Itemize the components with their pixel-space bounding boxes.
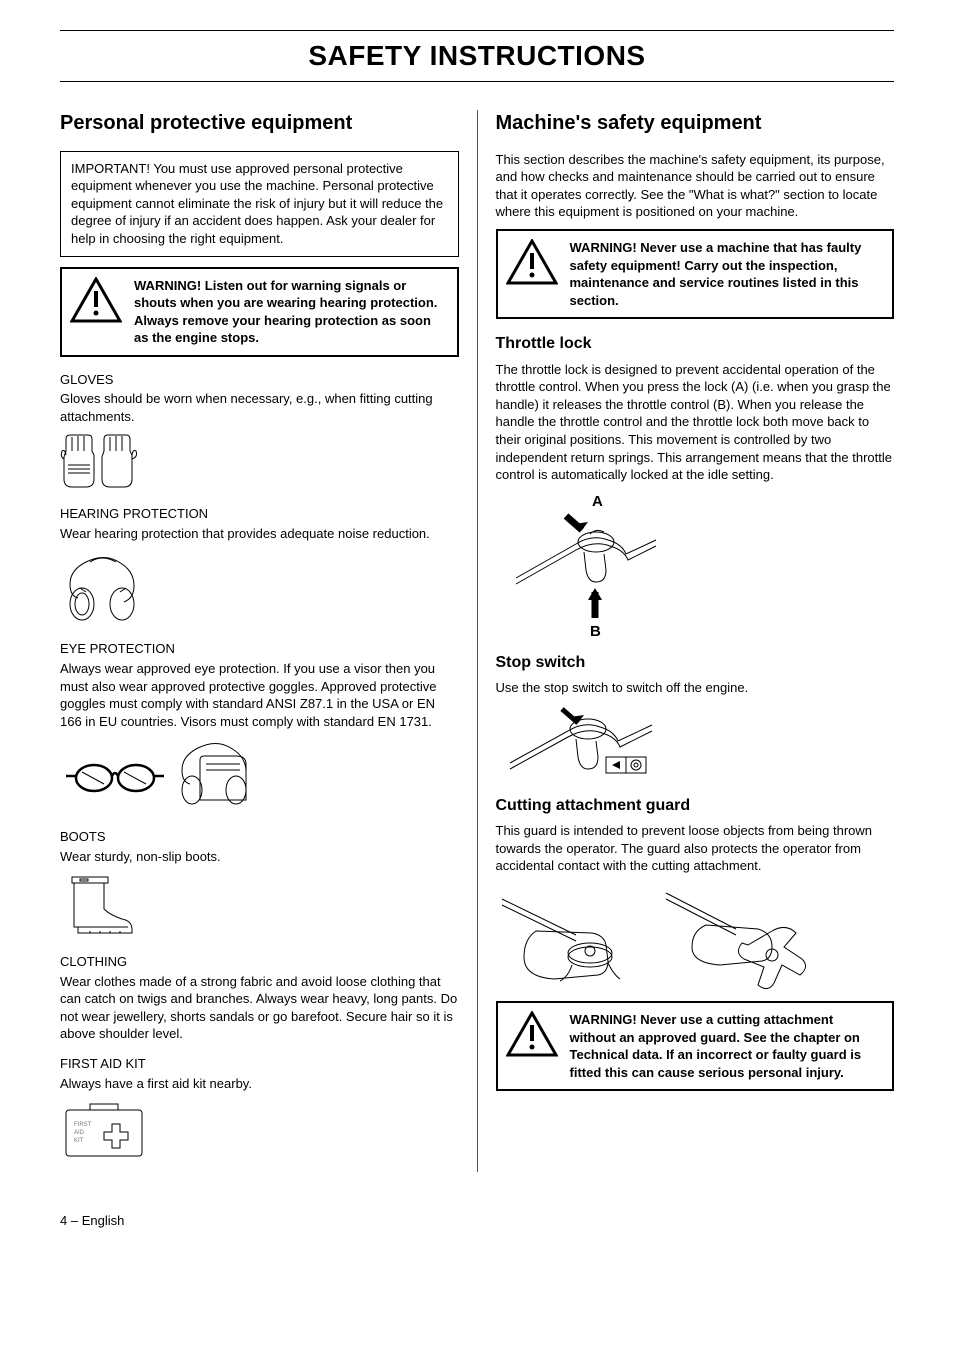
warning-text: WARNING! Never use a machine that has fa… [570,239,883,309]
warning-box-hearing: WARNING! Listen out for warning signals … [60,267,459,357]
svg-text:KIT: KIT [74,1138,84,1144]
footer-language: English [82,1213,125,1228]
eye-body: Always wear approved eye protection. If … [60,660,459,730]
page-title: SAFETY INSTRUCTIONS [60,30,894,82]
boots-illustration [60,871,459,941]
clothing-head: CLOTHING [60,953,459,971]
warning-triangle-icon [70,277,122,323]
hearing-illustration [60,548,459,628]
firstaid-illustration: FIRST AID KIT [60,1098,459,1162]
throttle-label-a: A [592,493,603,510]
footer-sep: – [67,1213,81,1228]
ppe-heading: Personal protective equipment [60,110,459,137]
gloves-head: GLOVES [60,371,459,389]
hearing-body: Wear hearing protection that provides ad… [60,525,459,543]
throttle-head: Throttle lock [496,333,895,355]
hearing-head: HEARING PROTECTION [60,505,459,523]
stop-body: Use the stop switch to switch off the en… [496,679,895,697]
stop-head: Stop switch [496,652,895,674]
guard-head: Cutting attachment guard [496,795,895,817]
warning-triangle-icon [506,1011,558,1057]
firstaid-body: Always have a first aid kit nearby. [60,1075,459,1093]
left-column: Personal protective equipment IMPORTANT!… [60,110,459,1172]
clothing-body: Wear clothes made of a strong fabric and… [60,973,459,1043]
eye-head: EYE PROTECTION [60,640,459,658]
eye-illustration [60,736,459,816]
boots-body: Wear sturdy, non-slip boots. [60,848,459,866]
content-columns: Personal protective equipment IMPORTANT!… [60,110,894,1172]
guard-illustration [496,881,895,991]
throttle-body: The throttle lock is designed to prevent… [496,361,895,484]
svg-text:AID: AID [74,1130,85,1136]
gloves-body: Gloves should be worn when necessary, e.… [60,390,459,425]
stop-illustration [496,703,895,783]
machine-heading: Machine's safety equipment [496,110,895,137]
page-footer: 4 – English [60,1212,894,1230]
warning-triangle-icon [506,239,558,285]
boots-head: BOOTS [60,828,459,846]
warning-text: WARNING! Never use a cutting attachment … [570,1011,883,1081]
important-box: IMPORTANT! You must use approved persona… [60,151,459,257]
warning-text: WARNING! Listen out for warning signals … [134,277,447,347]
machine-intro: This section describes the machine's saf… [496,151,895,221]
throttle-illustration: A B [496,490,895,640]
warning-box-machine: WARNING! Never use a machine that has fa… [496,229,895,319]
gloves-illustration [60,431,459,493]
guard-body: This guard is intended to prevent loose … [496,822,895,875]
right-column: Machine's safety equipment This section … [477,110,895,1172]
throttle-label-b: B [590,623,601,640]
svg-text:FIRST: FIRST [74,1122,92,1128]
firstaid-head: FIRST AID KIT [60,1055,459,1073]
warning-box-guard: WARNING! Never use a cutting attachment … [496,1001,895,1091]
